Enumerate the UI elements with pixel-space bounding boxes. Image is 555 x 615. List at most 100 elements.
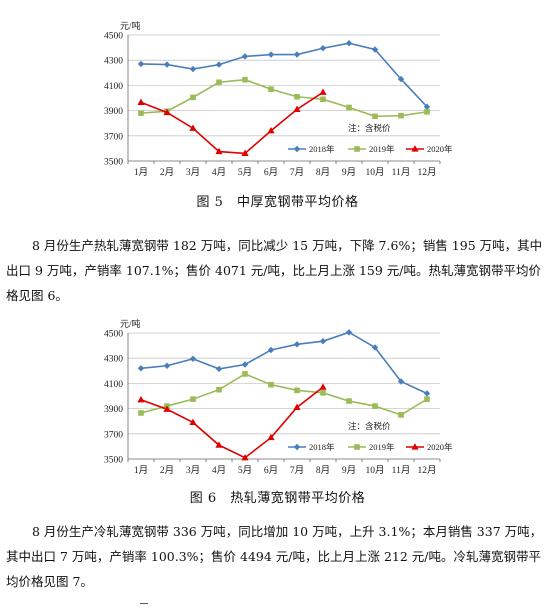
paragraph-hot-rolled: 8 月份生产热轧薄宽钢带 182 万吨，同比减少 15 万吨，下降 7.6%；销…: [6, 238, 543, 303]
data-point: [163, 108, 171, 116]
data-point: [216, 386, 222, 393]
data-point: [241, 453, 249, 461]
y-tick-label: 3700: [104, 132, 123, 142]
data-point: [294, 93, 300, 100]
series-line: [140, 78, 428, 118]
legend-label: 2020年: [427, 144, 453, 154]
x-tick-label: 10月: [365, 167, 384, 178]
data-point: [346, 398, 352, 404]
data-point: [138, 410, 144, 416]
y-unit-label: 元/吨: [120, 20, 141, 31]
data-point: [294, 387, 300, 394]
x-tick-label: 5月: [238, 465, 252, 476]
data-point: [398, 412, 404, 418]
data-point: [267, 346, 275, 354]
x-tick-label: 8月: [316, 167, 330, 178]
y-tick-label: 4500: [104, 330, 123, 340]
legend-label: 2019年: [369, 442, 395, 452]
series-1: [138, 371, 430, 418]
data-point: [189, 418, 197, 426]
legend-marker: [293, 145, 301, 153]
data-point: [423, 390, 431, 397]
series-2: [137, 383, 327, 461]
data-point: [293, 403, 301, 410]
x-tick-label: 2月: [160, 465, 174, 476]
series-line: [140, 331, 428, 395]
data-point: [320, 390, 326, 396]
data-point: [319, 45, 327, 52]
legend-label: 2020年: [427, 442, 453, 452]
x-tick-label: 9月: [342, 465, 356, 476]
x-tick-label: 12月: [417, 465, 436, 476]
data-point: [345, 329, 353, 336]
data-point: [424, 396, 430, 402]
chart-2-svg: 元/吨 3500 3700 3900 4100 4300 4500 1月 2月 3月 4月 5月 6月 7…: [104, 318, 453, 476]
data-point: [293, 51, 301, 58]
data-point: [189, 124, 197, 131]
y-tick-label: 4300: [104, 57, 123, 67]
legend-marker: [293, 443, 301, 451]
y-tick-label: 4100: [104, 82, 123, 92]
x-tick-label: 12月: [417, 167, 436, 178]
legend-marker: [354, 146, 360, 152]
data-point: [242, 76, 248, 83]
x-tick-label: 2月: [160, 167, 174, 178]
y-tick-label: 4500: [104, 32, 123, 42]
data-point: [163, 405, 171, 412]
chart-medium-thick-strip: 元/吨 3500 3700 3900 4100 4300 4500 1月 2月 3月 4月 5月 6月 7…: [90, 18, 460, 178]
x-tick-label: 4月: [212, 167, 226, 178]
y-tick-label: 3900: [104, 107, 123, 117]
legend-marker: [411, 443, 419, 450]
legend-label: 2019年: [369, 144, 395, 154]
y-tick-label: 3500: [104, 456, 123, 466]
y-unit-label: 元/吨: [120, 318, 141, 329]
data-point: [267, 126, 275, 134]
series-2: [137, 88, 327, 157]
data-point: [138, 110, 144, 116]
data-point: [268, 86, 274, 92]
x-tick-label: 1月: [134, 465, 148, 476]
data-point: [346, 104, 352, 111]
series-0: [137, 329, 431, 397]
data-point: [189, 355, 197, 363]
series-line: [140, 373, 428, 416]
x-tick-label: 3月: [186, 465, 200, 476]
data-point: [215, 441, 223, 448]
data-point: [423, 103, 431, 111]
x-tick-label: 5月: [238, 167, 252, 178]
data-point: [190, 94, 196, 101]
series-0: [137, 39, 431, 111]
data-point: [163, 61, 171, 68]
data-point: [319, 383, 327, 390]
x-tick-label: 7月: [290, 167, 304, 178]
series-1: [138, 76, 430, 120]
data-point: [267, 51, 275, 58]
chart-note: 注：含税价: [348, 421, 391, 431]
paragraph-cold-rolled: 8 月份生产冷轧薄宽钢带 336 万吨，同比增加 10 万吨，上升 3.1%；本…: [6, 524, 543, 589]
x-tick-label: 10月: [365, 465, 384, 476]
x-tick-label: 9月: [342, 167, 356, 178]
data-point: [215, 61, 223, 68]
data-point: [216, 79, 222, 86]
x-tick-label: 4月: [212, 465, 226, 476]
data-point: [215, 365, 223, 373]
data-point: [137, 395, 145, 403]
legend-label: 2018年: [309, 144, 335, 154]
data-point: [293, 341, 301, 348]
data-point: [242, 371, 248, 377]
chart-note: 注：含税价: [348, 123, 391, 133]
data-point: [215, 147, 223, 155]
legend-marker: [354, 444, 360, 450]
data-point: [372, 113, 378, 120]
data-point: [268, 381, 274, 388]
x-tick-label: 11月: [392, 465, 411, 476]
y-tick-label: 3700: [104, 430, 123, 440]
x-tick-label: 1月: [134, 167, 148, 178]
data-point: [137, 98, 145, 106]
x-tick-label: 6月: [264, 465, 278, 476]
data-point: [424, 109, 430, 115]
x-tick-label: 3月: [186, 167, 200, 178]
y-tick-label: 4100: [104, 380, 123, 390]
data-point: [319, 337, 327, 345]
y-tick-label: 3900: [104, 405, 123, 415]
